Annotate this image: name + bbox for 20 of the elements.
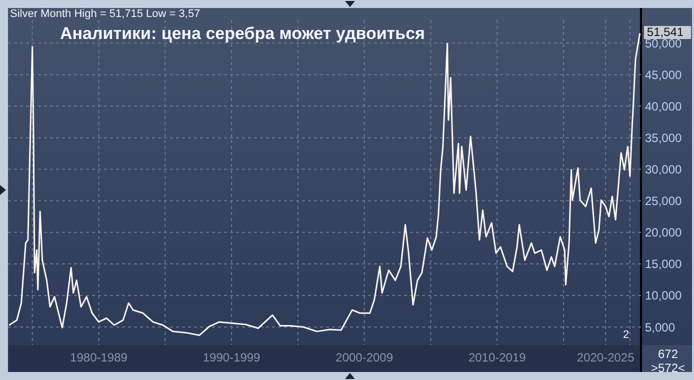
y-tick-label: 10,000 <box>645 288 682 303</box>
y-tick-label: 45,000 <box>645 68 682 82</box>
annotation: Silver Month High = 51,715 Low = 3,57 <box>10 8 200 20</box>
chart-title: Аналитики: цена серебра может удвоиться <box>60 24 425 44</box>
x-tick-label: 1990-1999 <box>202 350 261 365</box>
y-tick-label: 5,000 <box>645 320 676 334</box>
x-tick-label: 2010-2019 <box>468 350 526 365</box>
text: >572< <box>650 361 686 375</box>
x-tick-label: 1980-1989 <box>70 350 128 365</box>
x-tick-label: 2000-2009 <box>336 350 394 365</box>
x-tick-label: 2020-2025 <box>576 350 635 365</box>
annotation: 2 <box>623 329 630 341</box>
y-tick-label: 30,000 <box>645 162 682 177</box>
y-tick-label: 20,000 <box>645 226 682 240</box>
y-tick-label: 40,000 <box>645 99 682 114</box>
text: 672 <box>656 347 680 361</box>
y-tick-label: 25,000 <box>645 194 682 208</box>
y-tick-label: 35,000 <box>645 130 682 145</box>
y-tick-label: 15,000 <box>645 257 682 272</box>
annotation: 51,541 <box>644 25 691 40</box>
